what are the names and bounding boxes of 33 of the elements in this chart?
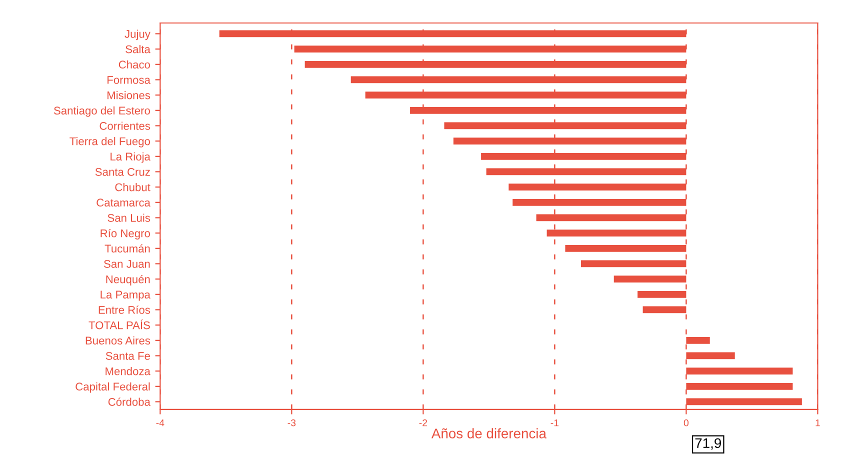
x-axis-title: Años de diferencia xyxy=(431,428,546,438)
y-tick-label: Tierra del Fuego xyxy=(70,137,150,148)
y-tick-label: Chaco xyxy=(118,60,150,69)
y-tick-label: Salta xyxy=(126,45,150,54)
x-tick-label: 0 xyxy=(684,419,689,426)
x-tick-label: -3 xyxy=(288,419,296,426)
y-tick-label: San Luis xyxy=(108,214,150,222)
y-tick-label: Neuquén xyxy=(106,274,150,286)
y-tick-label: Capital Federal xyxy=(76,382,150,393)
x-tick-label: -2 xyxy=(419,419,428,426)
y-tick-label: Catamarca xyxy=(96,198,150,207)
x-tick-label: 1 xyxy=(816,419,820,426)
y-tick-label: Río Negro xyxy=(100,228,150,240)
y-tick-label: TOTAL PAÍS xyxy=(88,319,150,330)
text: 71,9 xyxy=(695,438,721,450)
y-tick-label: San Juan xyxy=(104,260,150,268)
y-tick-label: Entre Ríos xyxy=(98,306,150,314)
y-tick-label: Santiago del Estero xyxy=(54,106,150,117)
y-tick-label: Tucumán xyxy=(104,244,150,253)
y-tick-label: Córdoba xyxy=(108,398,150,406)
y-tick-label: Formosa xyxy=(108,76,150,84)
y-tick-label: La Pampa xyxy=(100,290,150,301)
y-tick-label: Corrientes xyxy=(100,122,150,130)
y-tick-label: Mendoza xyxy=(106,367,150,376)
y-tick-label: Jujuy xyxy=(124,30,150,40)
y-tick-label: Santa Fe xyxy=(106,352,150,360)
y-tick-label: Santa Cruz xyxy=(95,168,150,176)
x-tick-label: -1 xyxy=(550,419,559,426)
y-tick-label: Misiones xyxy=(108,91,150,100)
y-tick-label: Buenos Aires xyxy=(86,336,150,345)
y-tick-label: La Rioja xyxy=(110,152,150,163)
x-tick-label: -4 xyxy=(156,419,164,426)
y-tick-label: Chubut xyxy=(115,183,150,192)
